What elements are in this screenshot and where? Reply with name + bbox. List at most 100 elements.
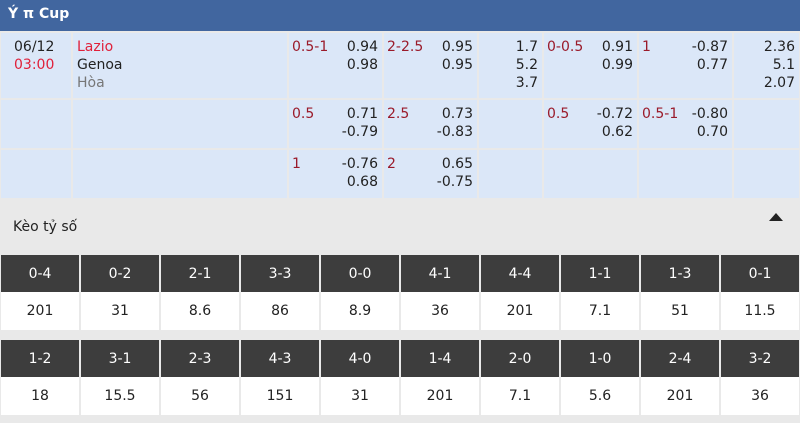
score-odds[interactable]: 7.1 bbox=[561, 292, 639, 330]
odds-value: 0.91 bbox=[601, 39, 633, 55]
odds-cell bbox=[289, 33, 382, 98]
odds-cell bbox=[289, 150, 382, 198]
home-team: Lazio bbox=[77, 39, 114, 55]
score-odds[interactable]: 31 bbox=[321, 377, 399, 415]
handicap-line: 0.5-1 bbox=[642, 106, 679, 122]
score-label: 3-1 bbox=[81, 340, 159, 377]
score-odds[interactable]: 18 bbox=[1, 377, 79, 415]
odds-value: 0.73 bbox=[441, 106, 473, 122]
score-odds[interactable]: 51 bbox=[641, 292, 719, 330]
score-odds[interactable]: 7.1 bbox=[481, 377, 559, 415]
odds-cell bbox=[734, 150, 799, 198]
score-label: 1-1 bbox=[561, 255, 639, 292]
score-odds[interactable]: 201 bbox=[401, 377, 479, 415]
score-odds[interactable]: 5.6 bbox=[561, 377, 639, 415]
odds-cell bbox=[384, 100, 477, 148]
odds-value: 0.71 bbox=[346, 106, 378, 122]
odds-value: 0.94 bbox=[346, 39, 378, 55]
score-label: 4-3 bbox=[241, 340, 319, 377]
handicap-line: 2 bbox=[387, 156, 396, 172]
odds-value: -0.79 bbox=[341, 124, 378, 140]
score-label: 0-2 bbox=[81, 255, 159, 292]
odds-value: 1.7 bbox=[515, 39, 538, 55]
score-label: 2-1 bbox=[161, 255, 239, 292]
score-odds[interactable]: 36 bbox=[401, 292, 479, 330]
score-label: 2-3 bbox=[161, 340, 239, 377]
odds-cell bbox=[73, 100, 287, 148]
score-label: 2-4 bbox=[641, 340, 719, 377]
score-odds[interactable]: 201 bbox=[481, 292, 559, 330]
odds-cell bbox=[639, 150, 732, 198]
handicap-line: 2-2.5 bbox=[387, 39, 424, 55]
odds-cell bbox=[639, 33, 732, 98]
score-odds[interactable]: 201 bbox=[641, 377, 719, 415]
odds-value: -0.72 bbox=[596, 106, 633, 122]
odds-value: 0.70 bbox=[696, 124, 728, 140]
score-label: 1-0 bbox=[561, 340, 639, 377]
score-odds[interactable]: 11.5 bbox=[721, 292, 799, 330]
odds-value: 0.99 bbox=[601, 57, 633, 73]
away-team: Genoa bbox=[77, 57, 123, 73]
odds-cell bbox=[544, 150, 637, 198]
odds-cell bbox=[479, 100, 542, 148]
score-odds[interactable]: 201 bbox=[1, 292, 79, 330]
odds-value: 2.36 bbox=[763, 39, 795, 55]
odds-value: -0.80 bbox=[691, 106, 728, 122]
draw-label: Hòa bbox=[77, 75, 105, 91]
odds-cell bbox=[1, 100, 71, 148]
odds-cell bbox=[544, 100, 637, 148]
odds-value: -0.87 bbox=[691, 39, 728, 55]
odds-value: -0.83 bbox=[436, 124, 473, 140]
score-odds[interactable]: 8.9 bbox=[321, 292, 399, 330]
score-label: 1-3 bbox=[641, 255, 719, 292]
odds-value: 0.95 bbox=[441, 57, 473, 73]
odds-value: 5.2 bbox=[515, 57, 538, 73]
odds-value: 0.77 bbox=[696, 57, 728, 73]
odds-value: 0.62 bbox=[601, 124, 633, 140]
odds-value: -0.75 bbox=[436, 174, 473, 190]
handicap-line: 0.5 bbox=[547, 106, 570, 122]
odds-value: 3.7 bbox=[515, 75, 538, 91]
odds-cell bbox=[1, 150, 71, 198]
score-odds[interactable]: 31 bbox=[81, 292, 159, 330]
score-label: 0-0 bbox=[321, 255, 399, 292]
odds-value: 0.95 bbox=[441, 39, 473, 55]
odds-cell bbox=[384, 33, 477, 98]
odds-cell bbox=[479, 150, 542, 198]
odds-cell bbox=[289, 100, 382, 148]
score-odds[interactable]: 36 bbox=[721, 377, 799, 415]
odds-cell bbox=[734, 33, 799, 98]
odds-cell bbox=[544, 33, 637, 98]
handicap-line: 0.5-1 bbox=[292, 39, 329, 55]
score-label: 2-0 bbox=[481, 340, 559, 377]
score-label: 0-1 bbox=[721, 255, 799, 292]
handicap-line: 2.5 bbox=[387, 106, 410, 122]
odds-cell bbox=[479, 33, 542, 98]
score-label: 4-1 bbox=[401, 255, 479, 292]
score-label: 3-3 bbox=[241, 255, 319, 292]
odds-value: 0.65 bbox=[441, 156, 473, 172]
score-odds[interactable]: 56 bbox=[161, 377, 239, 415]
handicap-line: 1 bbox=[292, 156, 301, 172]
odds-cell bbox=[1, 33, 71, 98]
score-label: 4-4 bbox=[481, 255, 559, 292]
league-title: Ý π Cup bbox=[0, 0, 800, 31]
score-label: 1-2 bbox=[1, 340, 79, 377]
score-odds[interactable]: 8.6 bbox=[161, 292, 239, 330]
odds-cell bbox=[734, 100, 799, 148]
odds-cell bbox=[73, 33, 287, 98]
collapse-icon[interactable] bbox=[768, 211, 784, 223]
score-odds[interactable]: 151 bbox=[241, 377, 319, 415]
score-label: 3-2 bbox=[721, 340, 799, 377]
handicap-line: 1 bbox=[642, 39, 651, 55]
odds-cell bbox=[639, 100, 732, 148]
score-odds[interactable]: 86 bbox=[241, 292, 319, 330]
score-label: 4-0 bbox=[321, 340, 399, 377]
match-time: 03:00 bbox=[14, 57, 55, 73]
score-odds[interactable]: 15.5 bbox=[81, 377, 159, 415]
odds-value: 0.98 bbox=[346, 57, 378, 73]
match-date: 06/12 bbox=[14, 39, 55, 55]
odds-value: -0.76 bbox=[341, 156, 378, 172]
score-section-title: Kèo tỷ số bbox=[13, 219, 78, 235]
